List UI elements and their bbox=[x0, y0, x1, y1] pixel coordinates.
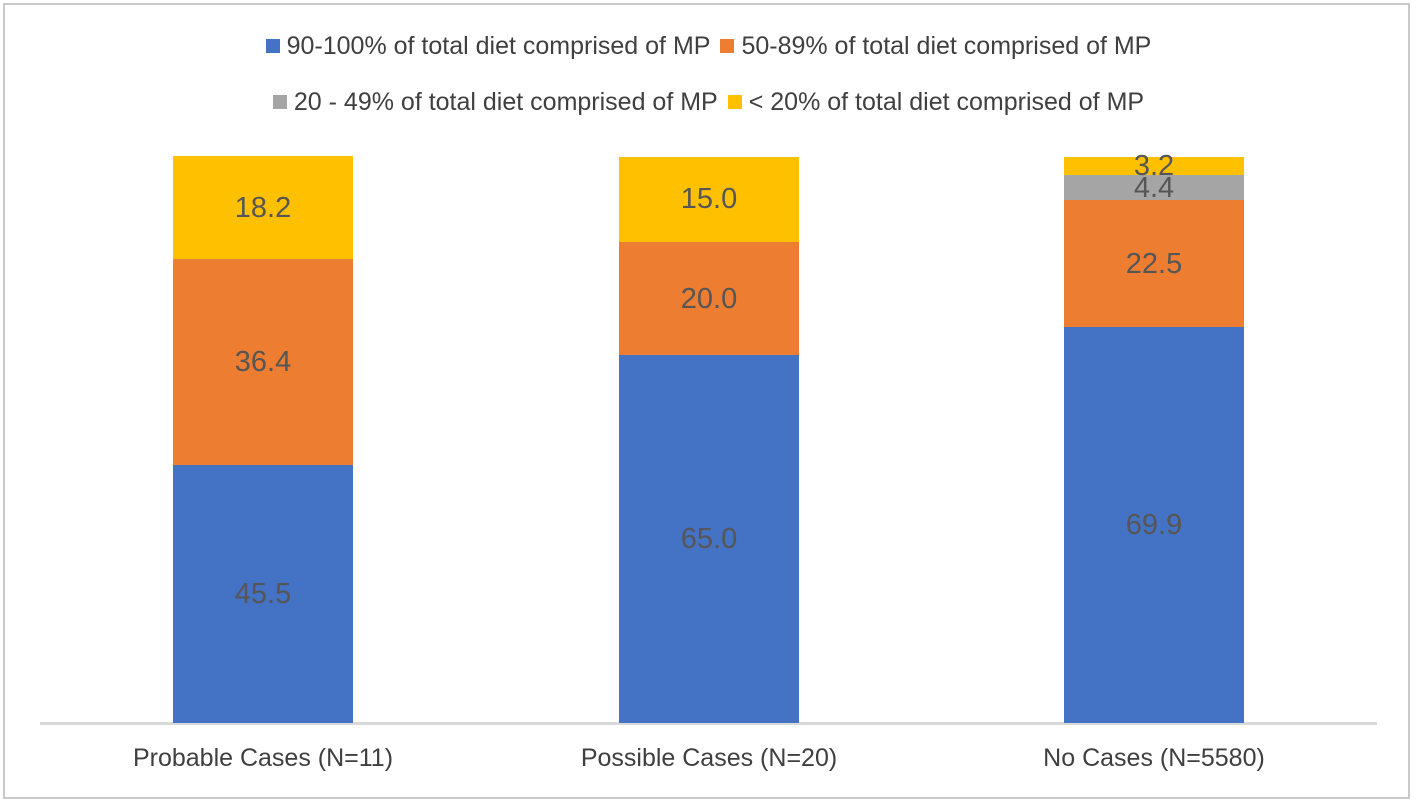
legend-item: < 20% of total diet comprised of MP bbox=[727, 87, 1145, 117]
legend-label: 20 - 49% of total diet comprised of MP bbox=[293, 87, 718, 116]
bar-segment bbox=[173, 259, 353, 466]
legend-item: 50-89% of total diet comprised of MP bbox=[720, 32, 1151, 61]
legend-label: 50-89% of total diet comprised of MP bbox=[741, 31, 1152, 60]
legend-item: 90-100% of total diet comprised of MP bbox=[265, 31, 711, 61]
category-label: Probable Cases (N=11) bbox=[132, 744, 394, 772]
category-label: Possible Cases (N=20) bbox=[580, 744, 838, 772]
bar-segment bbox=[619, 157, 799, 242]
legend-label: 90-100% of total diet comprised of MP bbox=[286, 31, 711, 60]
x-axis-line bbox=[40, 722, 1377, 725]
bar-segment bbox=[173, 156, 353, 260]
legend-row: 20 - 49% of total diet comprised of MP < … bbox=[272, 86, 1145, 118]
legend-swatch-icon bbox=[265, 39, 280, 53]
bar-segment bbox=[1064, 200, 1244, 328]
category-label: No Cases (N=5580) bbox=[1043, 744, 1265, 772]
bar-segment bbox=[619, 241, 799, 356]
legend-item: 20 - 49% of total diet comprised of MP bbox=[272, 87, 718, 117]
bar-segment bbox=[619, 355, 799, 723]
bar-segment bbox=[1064, 157, 1244, 176]
bar-segment bbox=[1064, 175, 1244, 200]
legend-label: < 20% of total diet comprised of MP bbox=[748, 87, 1145, 116]
bar-segment bbox=[173, 465, 353, 723]
chart-legend: 90-100% of total diet comprised of MP 50-… bbox=[0, 30, 1417, 118]
bar-segment bbox=[1064, 327, 1244, 723]
legend-swatch-icon bbox=[720, 39, 735, 53]
legend-swatch-icon bbox=[272, 95, 287, 109]
legend-row: 90-100% of total diet comprised of MP 50-… bbox=[265, 30, 1151, 62]
legend-swatch-icon bbox=[727, 95, 742, 109]
